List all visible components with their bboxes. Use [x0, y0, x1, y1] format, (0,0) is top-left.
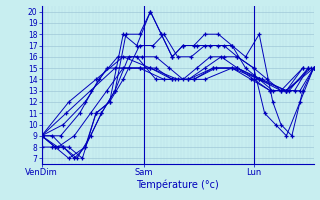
X-axis label: Température (°c): Température (°c): [136, 180, 219, 190]
